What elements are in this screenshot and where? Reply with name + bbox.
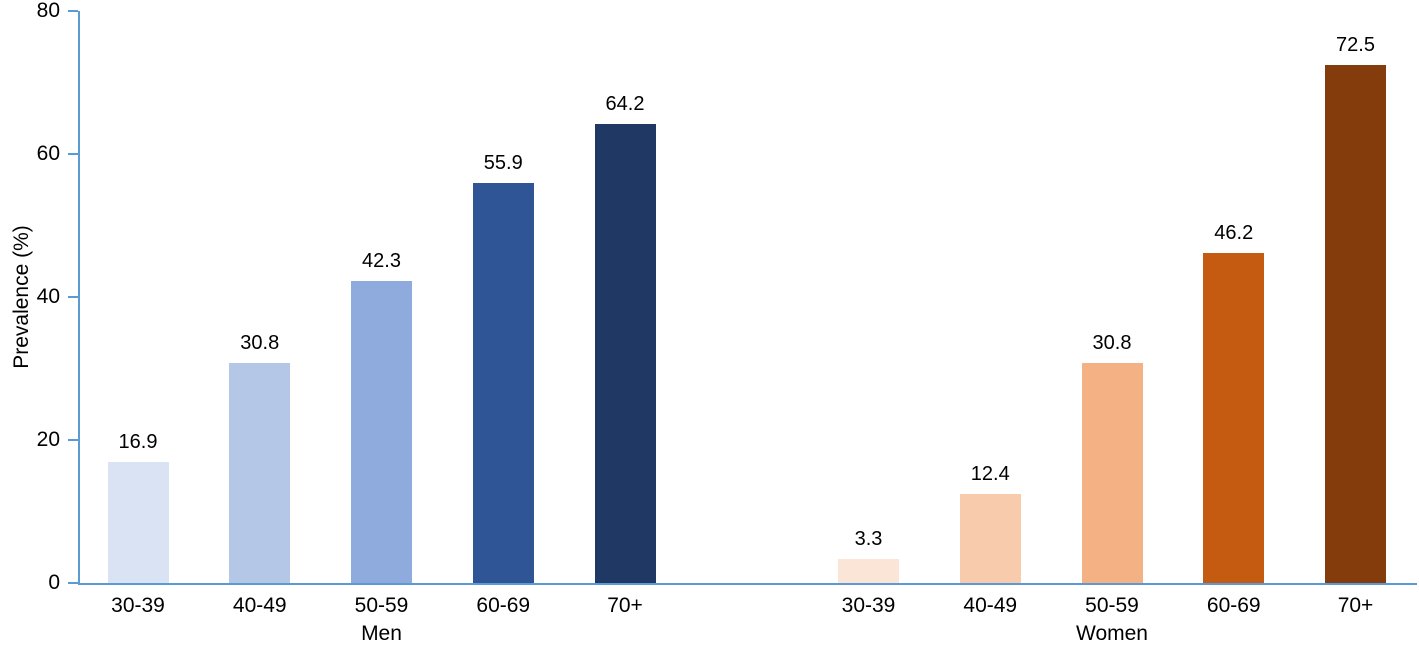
value-label-men-60-69: 55.9 <box>483 152 523 174</box>
y-tick-80 <box>68 10 78 12</box>
bar-women-50-59 <box>1081 363 1143 583</box>
y-axis-line <box>78 11 80 585</box>
bar-women-60-69 <box>1203 253 1265 583</box>
y-tick-20 <box>68 439 78 441</box>
category-label-women-70+: 70+ <box>1337 594 1374 617</box>
x-axis-line <box>78 583 1417 585</box>
value-label-men-30-39: 16.9 <box>118 431 158 453</box>
bar-men-60-69 <box>472 183 534 583</box>
y-tick-label-20: 20 <box>36 428 60 451</box>
group-label-men: Men <box>361 622 402 645</box>
category-label-women-60-69: 60-69 <box>1206 594 1261 617</box>
value-label-women-50-59: 30.8 <box>1092 332 1132 354</box>
bar-women-70+ <box>1325 65 1386 583</box>
value-label-women-60-69: 46.2 <box>1214 222 1254 244</box>
category-label-women-40-49: 40-49 <box>963 594 1018 617</box>
bar-men-30-39 <box>107 462 169 583</box>
bar-men-70+ <box>594 124 656 583</box>
y-tick-label-0: 0 <box>48 571 60 594</box>
category-label-men-40-49: 40-49 <box>232 594 287 617</box>
category-label-men-50-59: 50-59 <box>354 594 409 617</box>
y-tick-label-40: 40 <box>36 285 60 308</box>
category-label-women-30-39: 30-39 <box>841 594 896 617</box>
value-label-women-70+: 72.5 <box>1336 34 1375 56</box>
category-label-men-60-69: 60-69 <box>476 594 531 617</box>
category-label-men-70+: 70+ <box>607 594 643 617</box>
category-label-men-30-39: 30-39 <box>111 594 165 617</box>
value-label-men-40-49: 30.8 <box>240 332 280 354</box>
category-label-women-50-59: 50-59 <box>1085 594 1139 617</box>
y-tick-40 <box>68 296 78 298</box>
y-tick-0 <box>68 582 78 584</box>
bar-men-40-49 <box>229 363 291 583</box>
value-label-women-40-49: 12.4 <box>970 463 1010 485</box>
bar-women-30-39 <box>838 559 899 583</box>
bar-women-40-49 <box>959 494 1021 583</box>
group-label-women: Women <box>1076 622 1148 645</box>
y-tick-60 <box>68 153 78 155</box>
value-label-men-70+: 64.2 <box>605 93 645 115</box>
y-tick-label-60: 60 <box>36 142 60 165</box>
bar-men-50-59 <box>351 281 412 583</box>
y-tick-label-80: 80 <box>36 0 60 22</box>
value-label-men-50-59: 42.3 <box>362 250 401 272</box>
value-label-women-30-39: 3.3 <box>854 528 883 550</box>
